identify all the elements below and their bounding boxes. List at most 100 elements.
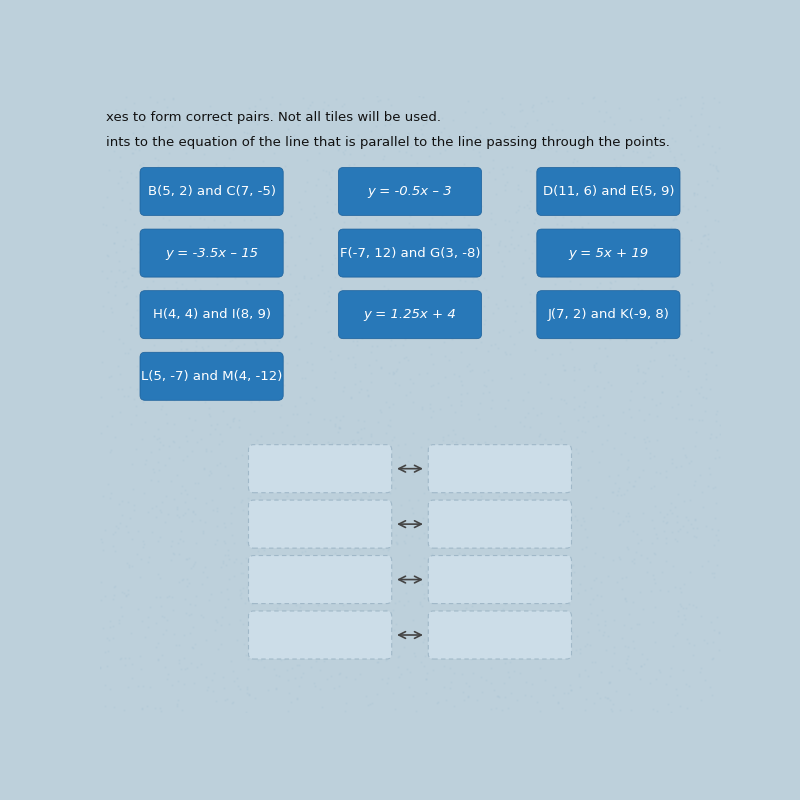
- Point: [158, 93, 170, 106]
- Point: [419, 673, 432, 686]
- Point: [109, 526, 122, 538]
- Point: [226, 664, 239, 677]
- Point: [518, 278, 531, 290]
- Point: [409, 650, 422, 663]
- Point: [669, 628, 682, 641]
- Point: [623, 227, 636, 240]
- Point: [380, 654, 393, 666]
- Point: [227, 240, 240, 253]
- Point: [194, 514, 206, 526]
- Point: [378, 610, 390, 623]
- Point: [498, 346, 511, 358]
- Point: [472, 307, 485, 320]
- Point: [147, 463, 160, 476]
- Point: [638, 390, 651, 403]
- Point: [97, 218, 110, 230]
- Point: [655, 566, 668, 578]
- Point: [409, 311, 422, 324]
- Point: [346, 334, 359, 347]
- Point: [206, 250, 218, 262]
- Point: [272, 310, 285, 322]
- Point: [510, 515, 522, 528]
- Point: [678, 613, 691, 626]
- Point: [385, 98, 398, 111]
- Point: [508, 556, 521, 569]
- Point: [159, 623, 172, 636]
- Point: [109, 430, 122, 443]
- Point: [193, 120, 206, 133]
- Point: [386, 365, 399, 378]
- Point: [366, 435, 378, 448]
- Point: [218, 159, 230, 172]
- Point: [478, 517, 490, 530]
- Point: [114, 406, 126, 418]
- Point: [550, 145, 562, 158]
- Point: [622, 203, 635, 216]
- Point: [110, 275, 122, 288]
- Point: [105, 370, 118, 382]
- Point: [684, 334, 697, 346]
- Point: [622, 195, 634, 208]
- Point: [455, 178, 468, 190]
- Point: [353, 264, 366, 277]
- Point: [346, 518, 359, 531]
- Point: [229, 195, 242, 208]
- Point: [702, 228, 715, 241]
- Point: [598, 299, 611, 312]
- Point: [175, 487, 188, 500]
- Point: [457, 300, 470, 313]
- Point: [482, 386, 495, 398]
- Point: [437, 630, 450, 642]
- Point: [257, 616, 270, 629]
- Point: [365, 367, 378, 380]
- Point: [301, 428, 314, 441]
- Point: [126, 482, 139, 495]
- Point: [290, 408, 303, 421]
- Point: [370, 687, 383, 700]
- Point: [226, 695, 239, 708]
- Point: [462, 438, 475, 451]
- Point: [374, 360, 387, 373]
- Point: [474, 397, 487, 410]
- Point: [660, 315, 673, 328]
- Point: [580, 693, 593, 706]
- Point: [669, 210, 682, 223]
- Point: [482, 345, 494, 358]
- Point: [382, 672, 394, 685]
- Point: [206, 674, 219, 686]
- Point: [625, 622, 638, 634]
- Point: [341, 352, 354, 365]
- Point: [454, 645, 466, 658]
- Point: [372, 638, 385, 650]
- Point: [652, 131, 665, 144]
- Point: [189, 599, 202, 612]
- Point: [97, 300, 110, 313]
- Point: [210, 694, 222, 707]
- Point: [631, 146, 644, 158]
- Point: [215, 106, 228, 118]
- Point: [648, 601, 661, 614]
- Point: [99, 590, 112, 602]
- Point: [490, 141, 502, 154]
- Point: [558, 393, 570, 406]
- Point: [344, 174, 357, 186]
- Point: [177, 509, 190, 522]
- Point: [274, 98, 286, 110]
- Point: [531, 695, 544, 708]
- Point: [654, 467, 667, 480]
- Point: [419, 686, 432, 699]
- Point: [579, 426, 592, 438]
- Point: [636, 295, 649, 308]
- Point: [146, 287, 159, 300]
- Point: [478, 626, 490, 639]
- Point: [94, 533, 107, 546]
- Point: [206, 328, 219, 341]
- Point: [710, 430, 722, 443]
- Point: [338, 179, 350, 192]
- Point: [211, 417, 224, 430]
- Point: [518, 119, 531, 132]
- Point: [272, 462, 285, 474]
- Point: [434, 202, 447, 215]
- Point: [701, 240, 714, 253]
- Point: [407, 461, 420, 474]
